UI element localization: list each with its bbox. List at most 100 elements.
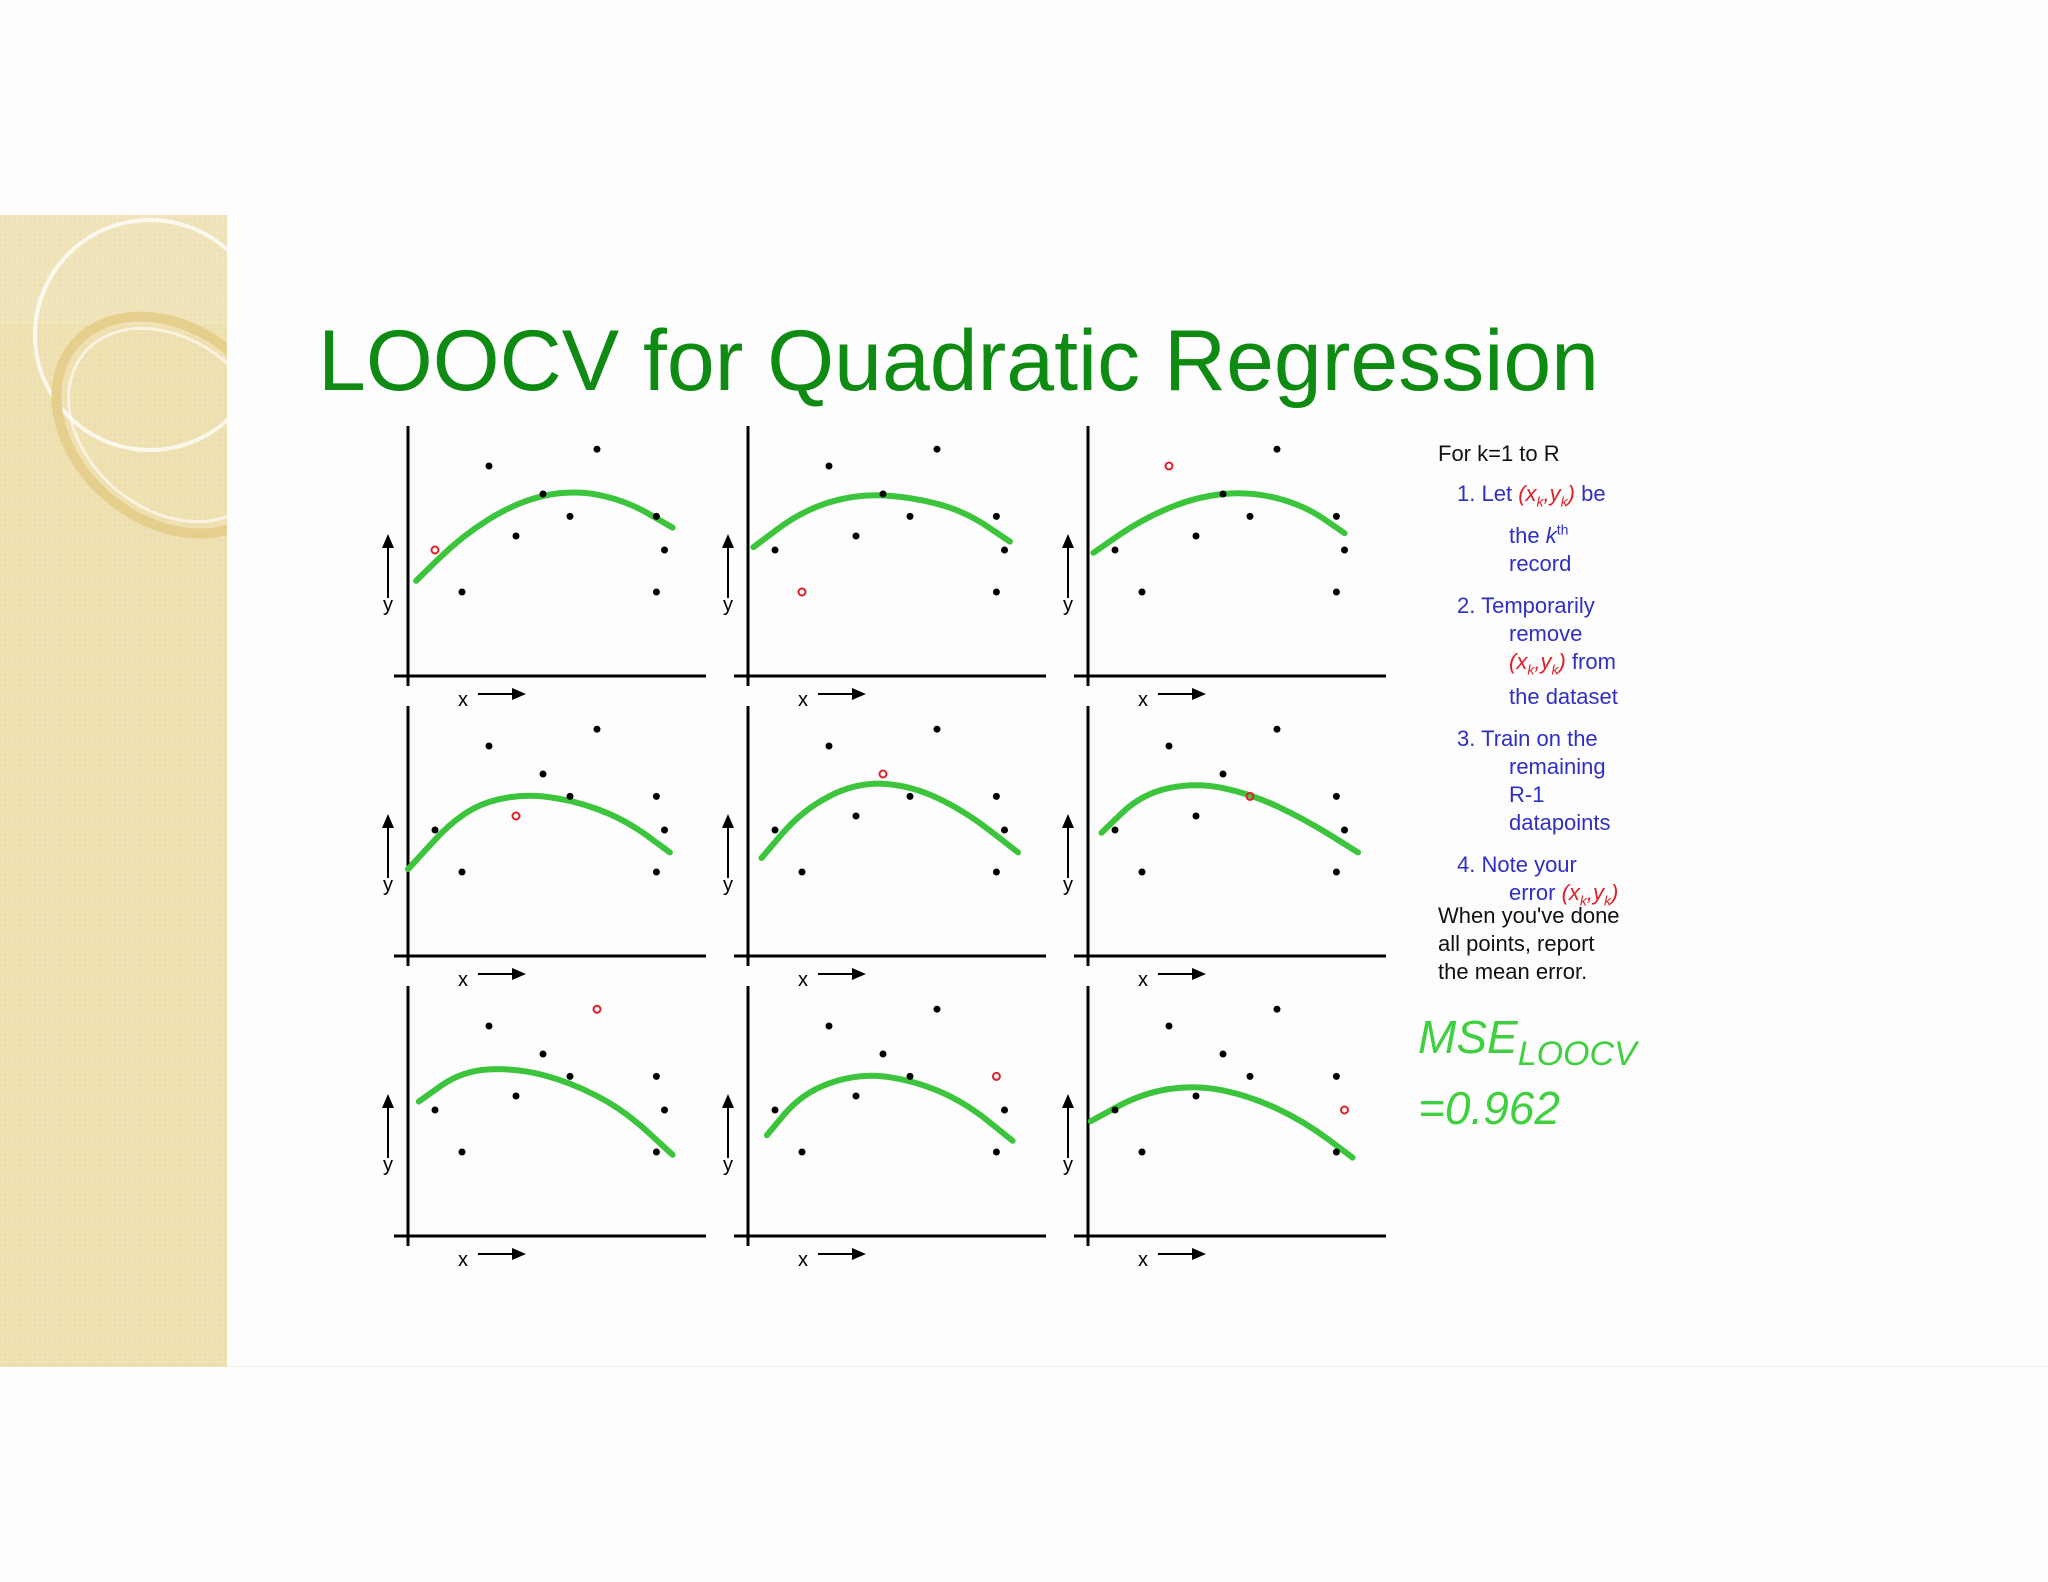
data-point (512, 532, 520, 540)
data-point (458, 588, 466, 596)
held-out-point (1245, 791, 1255, 801)
x-axis-label: x (458, 1249, 468, 1271)
step-2: 2. Temporarily remove (xk,yk) from the d… (1457, 592, 1757, 711)
held-out-point (991, 1071, 1001, 1081)
data-point (1165, 742, 1173, 750)
step-text: error (1509, 880, 1556, 906)
step-text: Temporarily (1481, 592, 1595, 618)
step-number: 3. (1457, 726, 1476, 752)
record-pair: (xk,yk) (1518, 481, 1575, 510)
y-axis-label: y (723, 1154, 733, 1176)
slide-bottom-edge (227, 1366, 2048, 1367)
step-text: remaining (1509, 754, 1606, 780)
data-point (652, 868, 660, 876)
data-point (1332, 792, 1340, 800)
quadratic-fit-curve (1087, 1084, 1356, 1161)
x-axis-label: x (798, 969, 808, 991)
data-point (771, 1106, 779, 1114)
loop-header: For k=1 to R (1438, 441, 1560, 466)
data-point (431, 1106, 439, 1114)
data-point (1219, 1050, 1227, 1058)
held-out-point (430, 545, 440, 555)
data-point (661, 826, 668, 834)
data-point (1332, 1148, 1340, 1156)
data-point (1192, 532, 1200, 540)
step-1: 1. Let (xk,yk) be the kth record (1457, 480, 1757, 578)
step-text: the dataset (1509, 684, 1618, 710)
data-point (566, 512, 574, 520)
held-out-point (878, 769, 888, 779)
data-point (852, 1092, 860, 1100)
data-point (593, 725, 601, 733)
y-arrow-head (382, 534, 394, 548)
data-point (1192, 812, 1200, 820)
data-point (512, 1092, 520, 1100)
data-point (906, 1072, 914, 1080)
swirl-ornament (0, 215, 227, 539)
quadratic-fit-curve (763, 1072, 1016, 1144)
x-arrow-head (852, 968, 866, 980)
x-axis-label: x (458, 689, 468, 711)
data-point (539, 1050, 547, 1058)
data-point (593, 445, 601, 453)
data-point (652, 792, 660, 800)
quadratic-fit-curve (405, 792, 673, 873)
data-point (539, 490, 547, 498)
data-point (771, 826, 779, 834)
data-point (485, 462, 493, 470)
data-point (539, 770, 547, 778)
quadratic-fit-curve (758, 780, 1021, 861)
data-point (661, 1106, 668, 1114)
data-point (485, 742, 493, 750)
step-3: 3. Train on the remaining R-1 datapoints (1457, 725, 1757, 837)
data-point (992, 792, 1000, 800)
data-point (771, 546, 779, 554)
data-point (458, 868, 466, 876)
record-pair: (xk,yk) (1509, 648, 1566, 678)
step-number: 2. (1457, 592, 1476, 618)
step-text: record (1509, 550, 1572, 576)
step-number: 4. (1457, 852, 1476, 878)
y-axis-label: y (1063, 874, 1073, 896)
data-point (879, 1050, 887, 1058)
y-arrow-head (1062, 534, 1074, 548)
data-point (661, 546, 668, 554)
data-point (825, 462, 833, 470)
data-point (1138, 868, 1146, 876)
quadratic-fit-curve (415, 1066, 676, 1158)
data-point (879, 490, 887, 498)
step-text: be (1581, 481, 1606, 506)
step-list: 1. Let (xk,yk) be the kth record 2. Temp… (1457, 480, 1757, 929)
step-text: Train on the (1481, 726, 1598, 752)
slide-title: LOOCV for Quadratic Regression (318, 313, 1599, 409)
x-arrow-head (852, 1248, 866, 1260)
data-point (933, 1005, 941, 1013)
mse-value: =0.962 (1418, 1082, 1560, 1134)
data-point (458, 1148, 466, 1156)
data-point (1341, 546, 1348, 554)
y-arrow-head (722, 1094, 734, 1108)
data-point (933, 725, 941, 733)
decorative-sidebar (0, 215, 227, 1367)
data-point (1001, 1106, 1008, 1114)
data-point (1246, 512, 1254, 520)
data-point (992, 588, 1000, 596)
mse-subscript: LOOCV (1517, 1035, 1637, 1073)
x-arrow-head (852, 688, 866, 700)
quadratic-fit-curve (1098, 782, 1361, 856)
data-point (1332, 868, 1340, 876)
held-out-point (511, 811, 521, 821)
data-point (1111, 546, 1119, 554)
data-point (1001, 826, 1008, 834)
y-arrow-head (382, 1094, 394, 1108)
closing-text: When you've done all points, report the … (1438, 903, 1620, 984)
data-point (566, 1072, 574, 1080)
data-point (1273, 445, 1281, 453)
data-point (652, 1148, 660, 1156)
data-point (992, 1148, 1000, 1156)
x-axis-label: x (1138, 969, 1148, 991)
data-point (652, 1072, 660, 1080)
quadratic-fit-curve (413, 489, 676, 584)
held-out-point (592, 1004, 602, 1014)
y-arrow-head (722, 814, 734, 828)
